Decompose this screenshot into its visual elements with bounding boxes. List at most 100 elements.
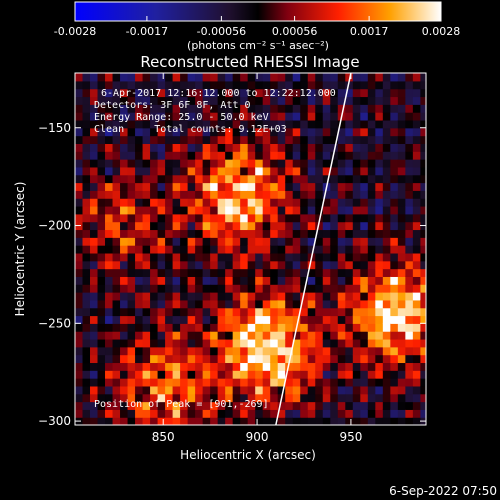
- heatmap-cell: [232, 198, 241, 207]
- heatmap-cell: [382, 112, 391, 121]
- heatmap-cell: [382, 299, 391, 309]
- heatmap-cell: [82, 96, 91, 105]
- heatmap-cell: [270, 245, 279, 254]
- heatmap-cell: [345, 119, 354, 129]
- heatmap-cell: [127, 331, 136, 340]
- heatmap-cell: [150, 213, 159, 223]
- heatmap-cell: [112, 354, 121, 364]
- heatmap-cell: [172, 284, 181, 293]
- heatmap-cell: [322, 354, 331, 364]
- heatmap-cell: [390, 73, 399, 82]
- heatmap-cell: [142, 260, 151, 270]
- heatmap-cell: [322, 362, 331, 371]
- heatmap-cell: [255, 307, 264, 317]
- heatmap-cell: [75, 213, 84, 223]
- heatmap-cell: [172, 221, 181, 231]
- heatmap-cell: [180, 378, 189, 387]
- heatmap-cell: [300, 143, 309, 152]
- heatmap-cell: [150, 315, 159, 324]
- heatmap-cell: [232, 401, 241, 410]
- heatmap-cell: [255, 370, 264, 379]
- heatmap-cell: [405, 73, 414, 82]
- heatmap-cell: [127, 252, 136, 262]
- heatmap-cell: [360, 299, 369, 309]
- heatmap-cell: [307, 378, 316, 387]
- heatmap-cell: [255, 159, 264, 168]
- heatmap-cell: [360, 190, 369, 199]
- heatmap-cell: [382, 393, 391, 403]
- heatmap-cell: [345, 268, 354, 277]
- heatmap-cell: [180, 346, 189, 356]
- heatmap-cell: [225, 385, 234, 395]
- heatmap-cell: [375, 213, 384, 223]
- heatmap-cell: [412, 143, 421, 152]
- heatmap-cell: [157, 80, 166, 90]
- heatmap-cell: [217, 260, 226, 270]
- heatmap-cell: [367, 182, 376, 191]
- heatmap-cell: [82, 174, 91, 184]
- heatmap-cell: [330, 127, 339, 137]
- heatmap-cell: [420, 237, 426, 246]
- heatmap-cell: [307, 80, 316, 90]
- heatmap-cell: [360, 354, 369, 364]
- heatmap-cell: [367, 331, 376, 340]
- heatmap-cell: [142, 299, 151, 309]
- heatmap-cell: [75, 73, 84, 82]
- heatmap-cell: [165, 354, 174, 364]
- heatmap-cell: [360, 292, 369, 301]
- heatmap-cell: [75, 362, 84, 371]
- heatmap-cell: [390, 331, 399, 340]
- heatmap-cell: [157, 307, 166, 317]
- heatmap-cell: [405, 119, 414, 129]
- heatmap-cell: [405, 252, 414, 262]
- heatmap-cell: [195, 323, 204, 332]
- heatmap-cell: [277, 245, 286, 254]
- heatmap-cell: [195, 331, 204, 340]
- heatmap-cell: [232, 292, 241, 301]
- heatmap-cell: [82, 166, 91, 176]
- heatmap-cell: [300, 370, 309, 379]
- heatmap-cell: [195, 378, 204, 387]
- heatmap-cell: [420, 205, 426, 215]
- heatmap-cell: [300, 213, 309, 223]
- heatmap-cell: [202, 292, 211, 301]
- colorbar-tick-label: -0.00056: [197, 25, 246, 38]
- heatmap-cell: [120, 417, 129, 425]
- heatmap-cell: [382, 237, 391, 246]
- heatmap-cell: [112, 229, 121, 238]
- heatmap-cell: [225, 80, 234, 90]
- heatmap-cell: [247, 362, 256, 371]
- heatmap-cell: [255, 166, 264, 176]
- heatmap-cell: [292, 166, 301, 176]
- heatmap-cell: [217, 237, 226, 246]
- heatmap-cell: [97, 182, 106, 191]
- heatmap-cell: [142, 292, 151, 301]
- heatmap-cell: [375, 190, 384, 199]
- heatmap-cell: [330, 135, 339, 144]
- heatmap-cell: [112, 299, 121, 309]
- heatmap-cell: [157, 229, 166, 238]
- heatmap-cell: [330, 112, 339, 121]
- heatmap-cell: [75, 315, 84, 324]
- heatmap-cell: [367, 166, 376, 176]
- heatmap-cell: [262, 338, 271, 348]
- heatmap-cell: [375, 198, 384, 207]
- heatmap-cell: [75, 409, 84, 418]
- heatmap-cell: [135, 284, 144, 293]
- heatmap-cell: [112, 268, 121, 277]
- heatmap-cell: [97, 112, 106, 121]
- heatmap-cell: [352, 73, 361, 82]
- heatmap-cell: [412, 338, 421, 348]
- heatmap-cell: [397, 73, 406, 82]
- heatmap-cell: [127, 307, 136, 317]
- heatmap-cell: [277, 229, 286, 238]
- heatmap-cell: [172, 205, 181, 215]
- heatmap-cell: [382, 346, 391, 356]
- heatmap-cell: [382, 104, 391, 113]
- heatmap-cell: [180, 166, 189, 176]
- heatmap-cell: [90, 417, 99, 425]
- heatmap-cell: [195, 229, 204, 238]
- heatmap-cell: [255, 119, 264, 129]
- heatmap-cell: [270, 362, 279, 371]
- heatmap-cell: [405, 135, 414, 144]
